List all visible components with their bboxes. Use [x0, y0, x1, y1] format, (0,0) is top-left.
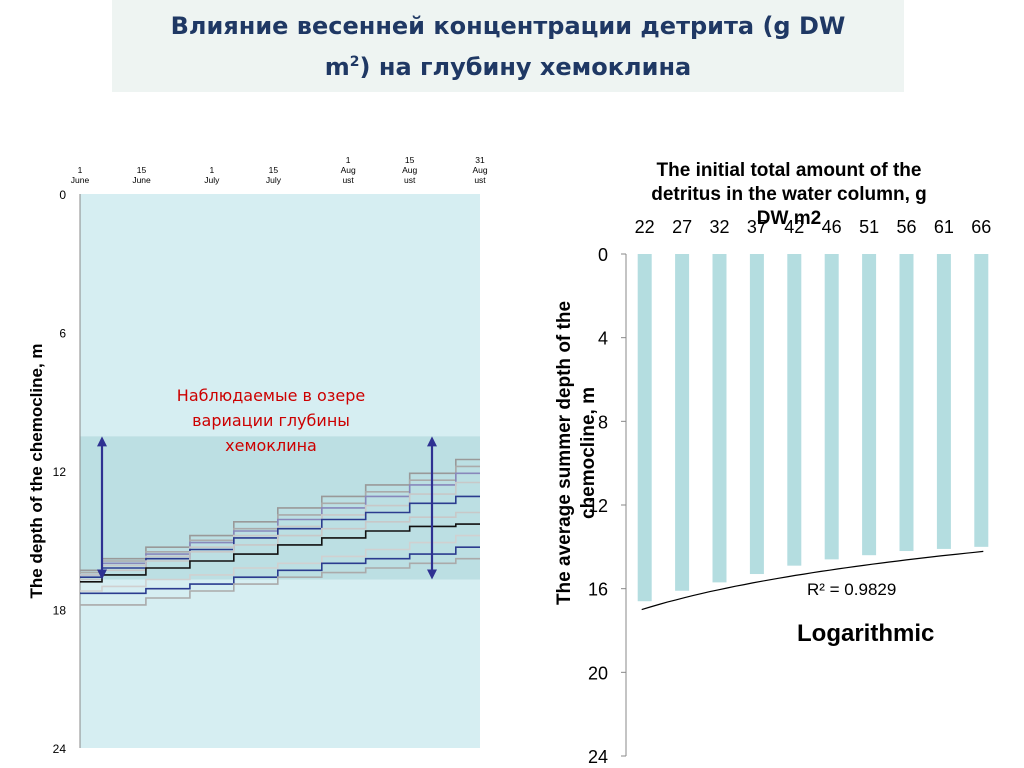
depth-series-line-6: [80, 511, 480, 581]
left-x-tick-label: Aug: [341, 165, 356, 175]
slide-title-line1: Влияние весенней концентрации детрита (g…: [170, 11, 846, 40]
depth-bar: [862, 254, 877, 556]
left-x-tick-label: 1: [346, 155, 351, 165]
left-y-tick-label: 12: [53, 465, 67, 479]
left-x-tick-label: Aug: [472, 165, 487, 175]
annotation-line1: Наблюдаемые в озере: [176, 386, 366, 405]
right-y-tick-label: 12: [588, 496, 608, 516]
r-squared-label: R² = 0.9829: [807, 580, 896, 599]
left-y-tick-label: 18: [53, 604, 67, 618]
left-x-tick-label: 1: [78, 165, 83, 175]
right-x-tick-label: 22: [635, 217, 655, 237]
depth-series-line-8: [80, 534, 480, 592]
left-x-tick-label: June: [71, 175, 90, 185]
right-y-tick-label: 0: [598, 245, 608, 265]
left-y-tick-label: 24: [53, 742, 67, 756]
left-x-tick-label: 15: [405, 155, 415, 165]
right-y-tick-label: 20: [588, 663, 608, 683]
right-y-tick-label: 4: [598, 329, 608, 349]
title-superscript: 2: [349, 53, 360, 70]
right-x-tick-label: 46: [822, 217, 842, 237]
depth-bar: [936, 254, 951, 549]
left-x-tick-label: 15: [269, 165, 279, 175]
range-arrow-head-down-2: [427, 569, 437, 580]
left-x-tick-label: June: [132, 175, 151, 185]
range-arrow-head-up-2: [427, 436, 437, 447]
left-x-tick-label: 15: [137, 165, 147, 175]
left-x-tick-label: ust: [404, 175, 416, 185]
range-arrow-head-up-1: [97, 436, 107, 447]
right-y-tick-label: 24: [588, 747, 608, 767]
left-y-tick-label: 0: [59, 188, 66, 202]
right-x-tick-label: 61: [934, 217, 954, 237]
range-arrow-head-down-1: [97, 569, 107, 580]
right-x-tick-label: 27: [672, 217, 692, 237]
right-chart-title-line-1: The initial total amount of the: [657, 160, 922, 181]
title-rest: ) на глубину хемоклина: [359, 52, 692, 81]
right-x-tick-label: 37: [747, 217, 767, 237]
logarithmic-trend-line: [641, 550, 984, 611]
right-x-tick-label: 32: [709, 217, 729, 237]
depth-series-line-9: [80, 546, 480, 595]
left-y-axis-label: The depth of the chemocline, m: [27, 343, 46, 598]
left-x-tick-label: July: [266, 175, 282, 185]
right-x-tick-label: 66: [971, 217, 991, 237]
left-x-tick-label: 1: [210, 165, 215, 175]
depth-bar: [749, 254, 764, 575]
slide-title: Влияние весенней концентрации детрита (g…: [112, 0, 904, 92]
right-y-axis-label-line-1: The average summer depth of the: [554, 301, 575, 605]
right-y-tick-label: 8: [598, 412, 608, 432]
annotation-line3: хемоклина: [225, 436, 317, 455]
left-x-tick-label: ust: [474, 175, 486, 185]
left-x-tick-label: ust: [342, 175, 354, 185]
right-chart-title-line-2: detritus in the water column, g: [651, 184, 927, 205]
depth-bar: [637, 254, 652, 602]
left-x-tick-label: 31: [475, 155, 485, 165]
left-y-tick-label: 6: [59, 327, 66, 341]
depth-bar: [974, 254, 989, 547]
depth-series-line-10: [80, 557, 480, 606]
left-x-tick-label: July: [204, 175, 220, 185]
depth-series-line-7: [80, 523, 480, 583]
depth-bar: [787, 254, 802, 566]
observed-variation-annotation: Наблюдаемые в озере вариации глубины хем…: [142, 383, 400, 458]
trendline-type-label: Logarithmic: [797, 620, 934, 647]
annotation-line2: вариации глубины: [192, 411, 350, 430]
depth-bar: [824, 254, 839, 560]
right-y-axis-label-line-2: chemocline, m: [578, 387, 599, 519]
left-x-tick-label: Aug: [402, 165, 417, 175]
right-x-tick-label: 51: [859, 217, 879, 237]
depth-bar: [712, 254, 727, 583]
right-chart-title-line-3: DW m2: [757, 208, 821, 229]
depth-bar: [899, 254, 914, 552]
slide-title-line2: m2) на глубину хемоклина: [325, 44, 691, 85]
right-y-tick-label: 16: [588, 580, 608, 600]
right-x-tick-label: 42: [784, 217, 804, 237]
right-x-tick-label: 56: [896, 217, 916, 237]
depth-bar: [675, 254, 690, 591]
title-m: m: [324, 52, 350, 81]
